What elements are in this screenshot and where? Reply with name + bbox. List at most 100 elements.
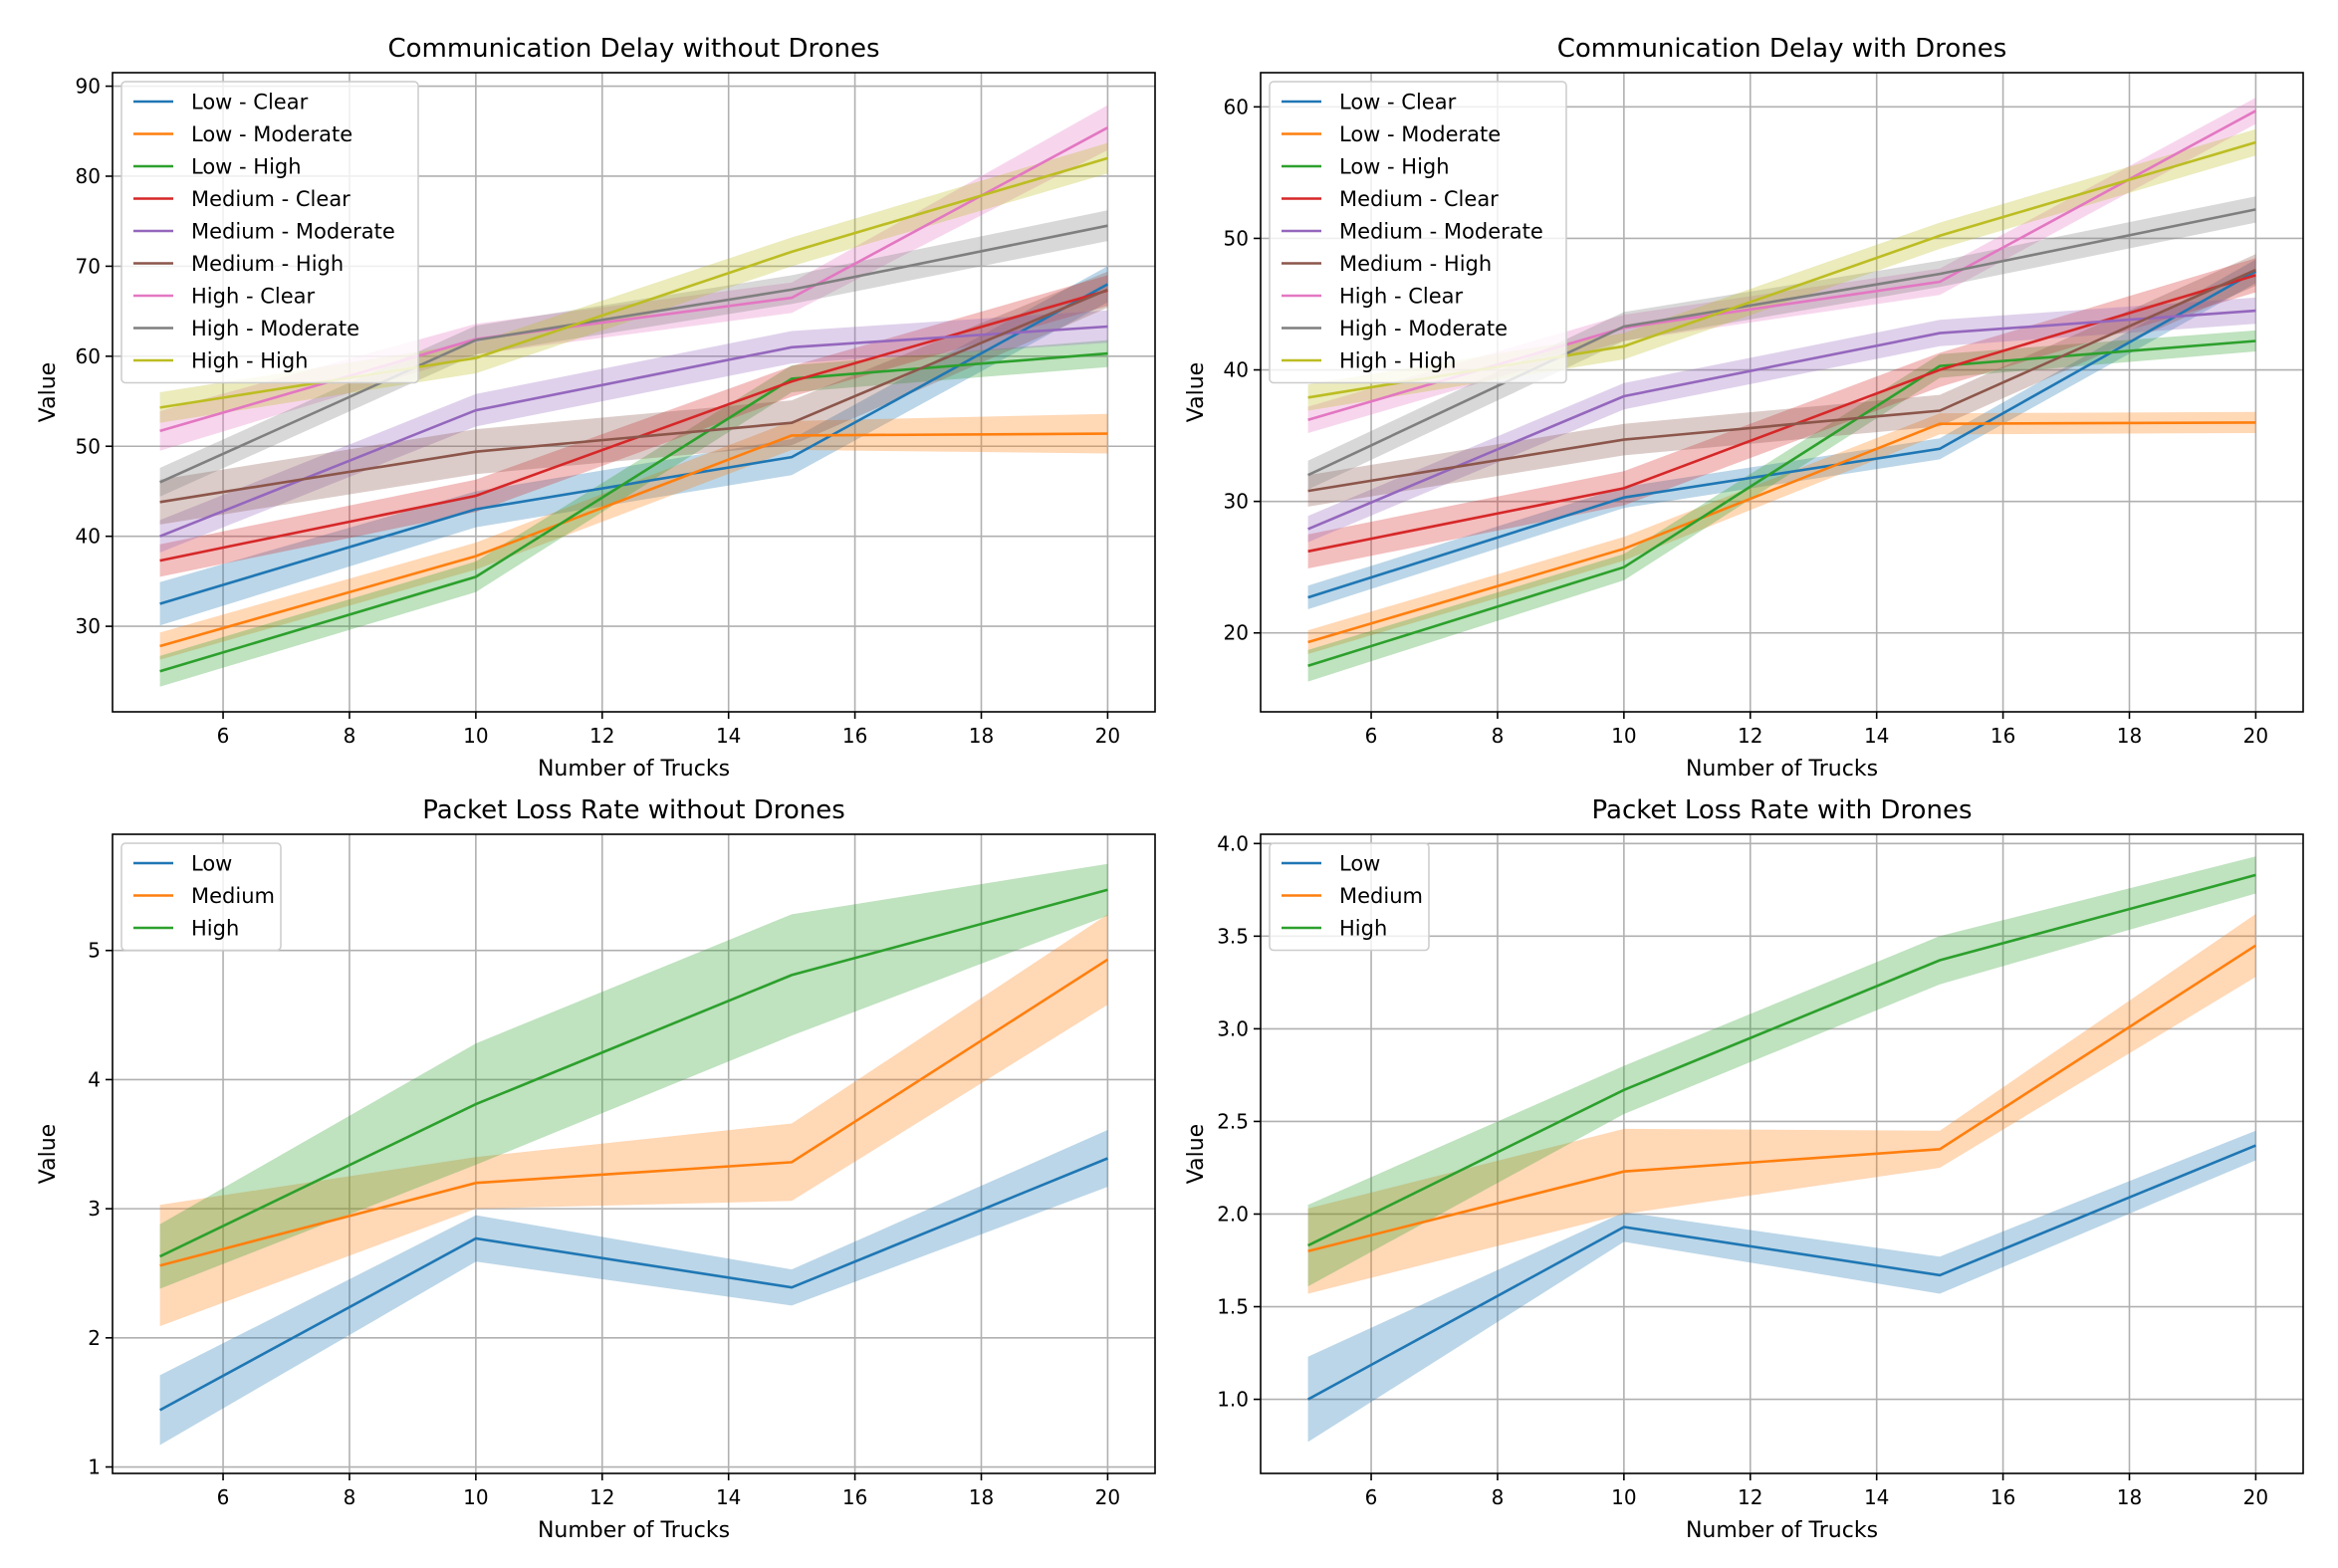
band-low-clear (159, 266, 1108, 626)
band-high-high (1307, 128, 2256, 411)
x-tick-label: 6 (217, 1485, 230, 1509)
line-low (1306, 1144, 2256, 1401)
line-low-high (1307, 339, 2256, 668)
line-low-moderate (159, 432, 1108, 648)
ticks: 6 8 10 12 14 16 18 20 30 40 50 60 70 80 90 (76, 75, 1121, 748)
confidence-bands (159, 863, 1108, 1446)
line-medium (1307, 944, 2257, 1252)
legend-label: High - Moderate (1339, 317, 1508, 340)
y-tick-label: 1 (88, 1456, 101, 1479)
axes-frame (1260, 833, 2304, 1474)
legend-box (120, 842, 282, 952)
x-tick-label: 20 (1095, 724, 1120, 748)
y-axis-label: Value (1184, 362, 1209, 422)
band-medium (1307, 914, 2256, 1294)
y-tick-label: 80 (76, 164, 101, 188)
x-tick-label: 8 (1492, 1485, 1505, 1509)
line-high-clear (159, 126, 1109, 433)
line-medium-moderate (1307, 309, 2256, 531)
chart-title: Communication Delay with Drones (1557, 34, 2007, 64)
legend-label: Low - Moderate (191, 122, 352, 146)
line-low-clear (159, 283, 1109, 605)
legend-label: Low - Clear (1339, 91, 1457, 114)
x-tick-label: 18 (969, 724, 994, 748)
x-tick-label: 20 (2243, 1485, 2268, 1509)
x-tick-label: 20 (1095, 1485, 1120, 1509)
x-tick-label: 16 (842, 1485, 867, 1509)
legend-label: High (1339, 917, 1387, 941)
band-low-moderate (159, 413, 1108, 660)
x-tick-label: 10 (463, 1485, 488, 1509)
y-axis-label: Value (1184, 1124, 1209, 1184)
legend-label: Medium - Moderate (191, 220, 395, 244)
legend: Low - Clear Low - Moderate Low - High Mediu… (120, 81, 419, 384)
line-low-moderate (1307, 421, 2256, 644)
legend-label: High - Clear (191, 285, 315, 309)
y-tick-label: 3 (88, 1197, 101, 1221)
legend-label: High (191, 917, 239, 941)
band-medium-high (159, 271, 1108, 525)
y-axis-label: Value (36, 1124, 61, 1184)
legend-label: Medium - Moderate (1339, 220, 1543, 244)
y-tick-label: 20 (1224, 621, 1249, 645)
band-medium-high (1307, 254, 2256, 507)
gridlines (1261, 834, 2303, 1473)
legend-box (120, 81, 419, 384)
y-tick-label: 1.5 (1217, 1295, 1249, 1319)
y-tick-label: 40 (1224, 358, 1249, 382)
legend: Low - Clear Low - Moderate Low - High Mediu… (1269, 81, 1567, 384)
axes-frame (112, 72, 1156, 713)
legend-label: Low - High (191, 155, 302, 179)
x-tick-label: 12 (1738, 1485, 1762, 1509)
chart-2: 6 8 10 12 14 16 18 20 20 30 40 50 60 Communication De… (1184, 34, 2304, 782)
band-medium-clear (159, 275, 1108, 577)
series-lines (158, 888, 1109, 1412)
x-tick-label: 18 (2117, 724, 2142, 748)
legend-label: Low (1339, 852, 1380, 876)
legend-label: Low - Moderate (1339, 122, 1501, 146)
x-tick-label: 14 (1864, 724, 1889, 748)
legend-label: Medium (191, 884, 275, 908)
x-axis-label: Number of Trucks (538, 757, 730, 782)
legend-label: Medium (1339, 884, 1423, 908)
line-medium-high (159, 288, 1108, 504)
band-high-moderate (159, 210, 1108, 497)
line-medium-moderate (159, 325, 1108, 538)
legend-label: Low - High (1339, 155, 1450, 179)
y-tick-label: 3.0 (1217, 1016, 1249, 1040)
band-medium (159, 914, 1108, 1327)
y-tick-label: 50 (76, 434, 101, 458)
legend-label: High - High (191, 349, 308, 373)
line-high-moderate (1307, 208, 2256, 477)
band-medium-moderate (159, 310, 1108, 553)
x-tick-label: 10 (463, 724, 488, 748)
legend: Low Medium High (120, 842, 282, 952)
x-tick-label: 10 (1611, 1485, 1636, 1509)
y-tick-label: 2.5 (1217, 1109, 1249, 1133)
chart-title: Packet Loss Rate with Drones (1592, 795, 1973, 825)
line-high (1307, 873, 2256, 1247)
legend-label: Medium - High (191, 252, 344, 276)
x-tick-label: 12 (589, 1485, 614, 1509)
x-tick-label: 16 (1990, 1485, 2015, 1509)
x-tick-label: 18 (2117, 1485, 2142, 1509)
y-tick-label: 60 (76, 344, 101, 368)
chart-1: 6 8 10 12 14 16 18 20 30 40 50 60 70 80 90 Communicatio… (36, 34, 1156, 782)
x-tick-label: 6 (1365, 724, 1378, 748)
axes-frame (1260, 72, 2304, 713)
y-axis-label: Value (36, 362, 61, 422)
x-tick-label: 8 (1492, 724, 1505, 748)
band-medium-clear (1307, 258, 2256, 568)
series-lines (159, 126, 1109, 673)
legend-label: High - Moderate (191, 317, 359, 340)
x-tick-label: 16 (842, 724, 867, 748)
y-tick-label: 4.0 (1217, 831, 1249, 855)
y-tick-label: 70 (76, 254, 101, 278)
band-low (1307, 1130, 2256, 1443)
x-tick-label: 14 (716, 724, 741, 748)
y-tick-label: 60 (1224, 95, 1249, 118)
legend-box (1269, 81, 1567, 384)
legend-label: High - High (1339, 349, 1456, 373)
